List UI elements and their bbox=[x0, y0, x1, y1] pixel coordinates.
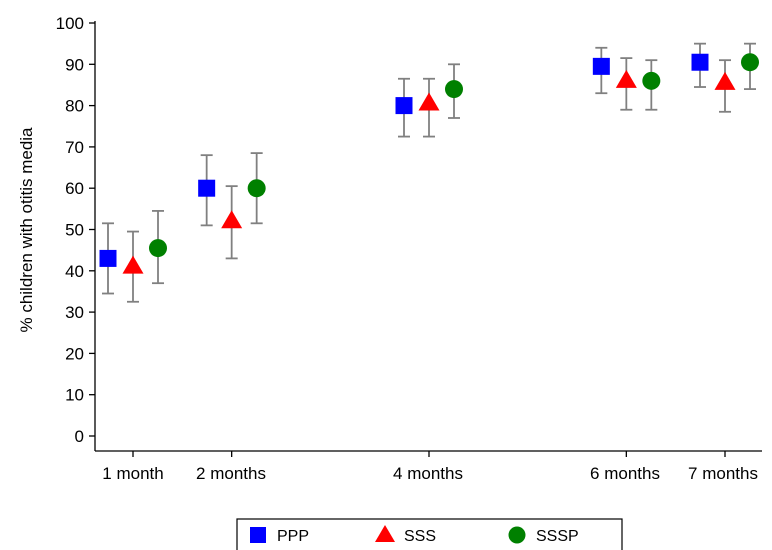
y-tick-label: 90 bbox=[65, 55, 84, 74]
y-tick-label: 50 bbox=[65, 221, 84, 240]
y-tick-label: 60 bbox=[65, 179, 84, 198]
x-tick-label: 2 months bbox=[196, 464, 266, 483]
legend-marker-sssp bbox=[508, 526, 526, 544]
y-tick-label: 20 bbox=[65, 344, 84, 363]
data-point-sssp bbox=[741, 53, 759, 72]
data-point-ppp bbox=[99, 249, 117, 267]
y-tick-label: 70 bbox=[65, 138, 84, 157]
data-point-sss bbox=[714, 71, 736, 90]
markers bbox=[99, 53, 759, 274]
legend-marker-ppp bbox=[250, 527, 266, 543]
x-tick-labels: 1 month 2 months 4 months 6 months 7 months bbox=[102, 464, 758, 483]
data-point-sss bbox=[221, 210, 243, 229]
y-tick-label: 100 bbox=[56, 14, 84, 33]
y-tick-label: 80 bbox=[65, 97, 84, 116]
data-point-sss bbox=[418, 92, 440, 111]
x-tick-label: 7 months bbox=[688, 464, 758, 483]
data-point-sssp bbox=[247, 179, 266, 198]
legend-label: SSSP bbox=[536, 528, 579, 545]
y-tick-label: 0 bbox=[75, 427, 84, 446]
data-point-sss bbox=[122, 255, 144, 274]
legend-frame bbox=[236, 518, 623, 550]
data-point-sssp bbox=[642, 71, 661, 90]
x-tick-label: 4 months bbox=[393, 464, 463, 483]
data-point-ppp bbox=[198, 179, 216, 197]
legend-marker-sss bbox=[375, 525, 395, 542]
legend: PPP SSS SSSP bbox=[236, 518, 623, 550]
y-axis-label: % children with otitis media bbox=[17, 127, 36, 333]
x-tick-label: 1 month bbox=[102, 464, 163, 483]
data-point-sssp bbox=[149, 239, 167, 258]
y-tick-labels: 0 10 20 30 40 50 60 70 80 90 100 bbox=[56, 14, 84, 446]
y-tick-label: 10 bbox=[65, 386, 84, 405]
data-point-ppp bbox=[592, 57, 610, 75]
legend-label: PPP bbox=[277, 528, 309, 545]
y-tick-label: 30 bbox=[65, 303, 84, 322]
legend-label: SSS bbox=[404, 528, 436, 545]
data-point-sssp bbox=[445, 80, 463, 99]
data-point-ppp bbox=[395, 97, 413, 115]
data-point-sss bbox=[615, 69, 637, 88]
data-point-ppp bbox=[691, 53, 709, 71]
axes bbox=[89, 21, 762, 457]
x-tick-label: 6 months bbox=[590, 464, 660, 483]
y-tick-label: 40 bbox=[65, 262, 84, 281]
